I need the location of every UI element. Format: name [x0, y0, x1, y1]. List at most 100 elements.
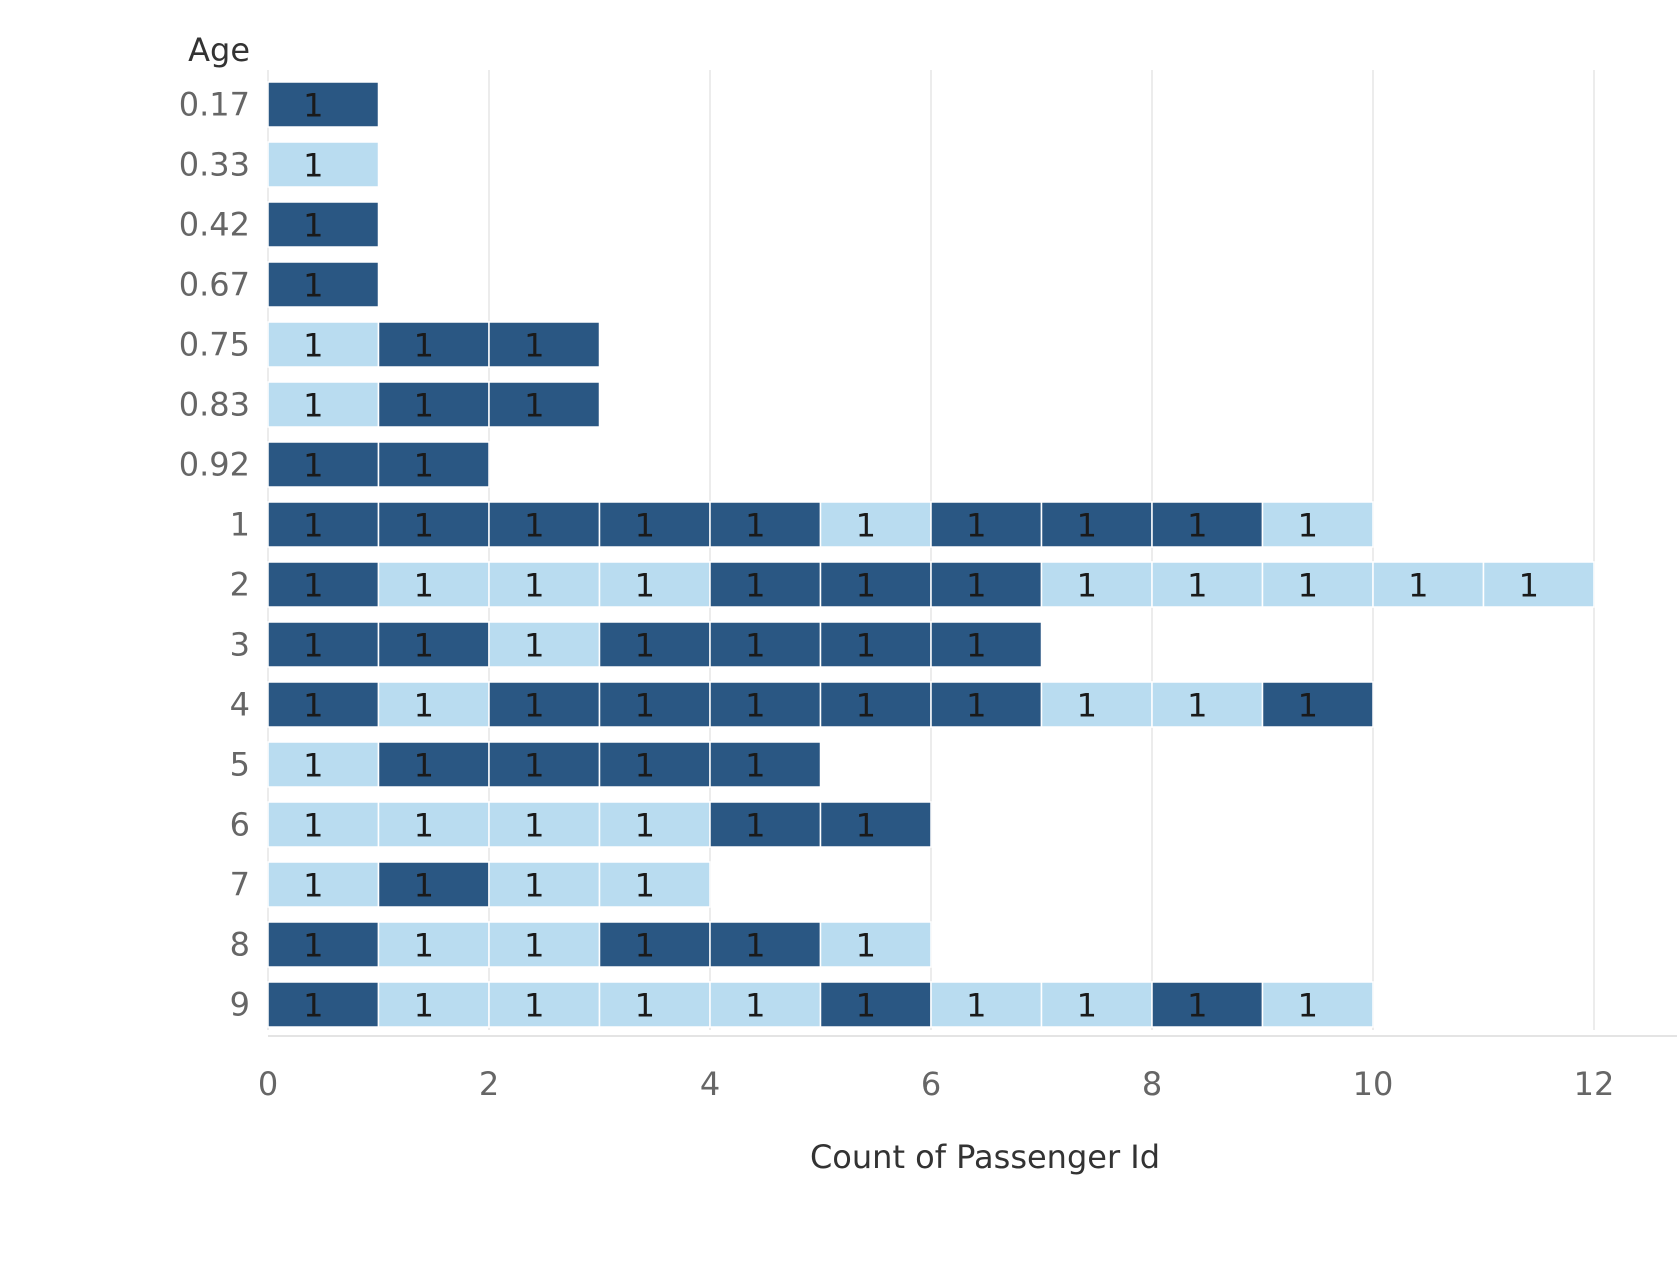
bar-segment-label: 1	[303, 447, 323, 485]
bar-segment-label: 1	[303, 147, 323, 185]
bar-segment	[709, 501, 822, 548]
y-category-label: 3	[230, 626, 250, 664]
y-category-label: 0.75	[179, 326, 250, 364]
bar-segment	[1040, 501, 1153, 548]
bar-segment	[598, 741, 711, 788]
bar-segment-label: 1	[414, 927, 434, 965]
bar-segment-label: 1	[745, 747, 765, 785]
bar-segment-label: 1	[745, 567, 765, 605]
bar-segment-label: 1	[1077, 687, 1097, 725]
bar-segment-label: 1	[635, 867, 655, 905]
bar-segment	[819, 501, 932, 548]
y-category-label: 0.92	[179, 446, 250, 484]
bar-segment	[377, 921, 490, 968]
bar-segment-label: 1	[414, 747, 434, 785]
y-category-label: 6	[230, 806, 250, 844]
bar-segment-label: 1	[856, 687, 876, 725]
x-axis-title: Count of Passenger Id	[810, 1138, 1160, 1176]
bar-segment	[1261, 501, 1374, 548]
bar-segment	[1261, 981, 1374, 1028]
y-category-label: 8	[230, 926, 250, 964]
bar-segment-label: 1	[966, 627, 986, 665]
bar-segment	[598, 801, 711, 848]
bar-segment	[488, 501, 601, 548]
bar-segment-label: 1	[745, 687, 765, 725]
bar-segment	[930, 501, 1043, 548]
bar-segment	[267, 261, 380, 308]
bar-segment-label: 1	[1187, 507, 1207, 545]
bar-segment-label: 1	[524, 627, 544, 665]
bars: 1 1 1 1 1 1 1 1 1 1 1 1 1 1 1 1 1 1 1 1 1 1 1 1 1 1 1 1 1 1 1 1 1 1 1 1 1 1 1 1…	[267, 81, 1595, 1028]
bar-segment-label: 1	[414, 327, 434, 365]
x-tick-label: 6	[921, 1065, 941, 1103]
y-axis-categories: 0.17 0.33 0.42 0.67 0.75 0.83 0.92 1 2 3 4 5 6 7 8 9	[179, 86, 250, 1024]
bar-segment	[267, 621, 380, 668]
bar-segment-label: 1	[303, 387, 323, 425]
bar-segment	[819, 801, 932, 848]
bar-segment	[1261, 561, 1374, 608]
bar-segment-label: 1	[966, 507, 986, 545]
bar-segment	[488, 381, 601, 428]
bar-segment	[598, 921, 711, 968]
bar-segment-label: 1	[303, 987, 323, 1025]
bar-segment-label: 1	[524, 327, 544, 365]
x-tick-label: 12	[1574, 1065, 1615, 1103]
bar-segment-label: 1	[1077, 987, 1097, 1025]
bar-segment-label: 1	[1298, 507, 1318, 545]
bar-segment-label: 1	[745, 507, 765, 545]
bar-segment	[930, 681, 1043, 728]
bar-segment-label: 1	[856, 507, 876, 545]
bar-segment-label: 1	[524, 807, 544, 845]
bar-segment-label: 1	[856, 567, 876, 605]
y-category-label: 4	[230, 686, 250, 724]
bar-segment-label: 1	[414, 807, 434, 845]
bar-segment-label: 1	[856, 627, 876, 665]
bar-segment	[267, 981, 380, 1028]
bar-segment-label: 1	[1298, 687, 1318, 725]
bar-segment-label: 1	[303, 87, 323, 125]
bar-segment-label: 1	[414, 507, 434, 545]
bar-segment	[1151, 981, 1264, 1028]
y-category-label: 0.33	[179, 146, 250, 184]
bar-segment-label: 1	[414, 987, 434, 1025]
bar-segment	[930, 621, 1043, 668]
bar-segment-label: 1	[414, 387, 434, 425]
y-category-label: 0.42	[179, 206, 250, 244]
bar-segment	[377, 681, 490, 728]
bar-segment	[377, 441, 490, 488]
bar-segment	[267, 81, 380, 128]
bar-segment	[488, 621, 601, 668]
bar-segment-label: 1	[414, 687, 434, 725]
bar-segment-label: 1	[1519, 567, 1539, 605]
bar-segment	[488, 321, 601, 368]
bar-segment	[1040, 681, 1153, 728]
bar-segment-label: 1	[635, 747, 655, 785]
bar-segment	[377, 861, 490, 908]
x-tick-label: 2	[479, 1065, 499, 1103]
bar-segment-label: 1	[524, 687, 544, 725]
bar-segment	[267, 321, 380, 368]
bar-segment	[488, 741, 601, 788]
bar-segment-label: 1	[414, 627, 434, 665]
y-category-label: 0.83	[179, 386, 250, 424]
bar-segment-label: 1	[414, 447, 434, 485]
bar-segment	[1040, 981, 1153, 1028]
bar-segment	[377, 501, 490, 548]
bar-segment-label: 1	[635, 627, 655, 665]
bar-segment	[377, 981, 490, 1028]
bar-segment	[709, 741, 822, 788]
bar-segment-label: 1	[1298, 987, 1318, 1025]
bar-segment-label: 1	[635, 987, 655, 1025]
bar-segment	[1151, 561, 1264, 608]
bar-segment-label: 1	[524, 567, 544, 605]
bar-segment-label: 1	[635, 507, 655, 545]
bar-segment	[267, 441, 380, 488]
bar-segment-label: 1	[635, 927, 655, 965]
bar-segment	[267, 861, 380, 908]
bar-segment-label: 1	[966, 687, 986, 725]
bar-segment-label: 1	[966, 567, 986, 605]
bar-segment	[819, 561, 932, 608]
bar-segment-label: 1	[966, 987, 986, 1025]
